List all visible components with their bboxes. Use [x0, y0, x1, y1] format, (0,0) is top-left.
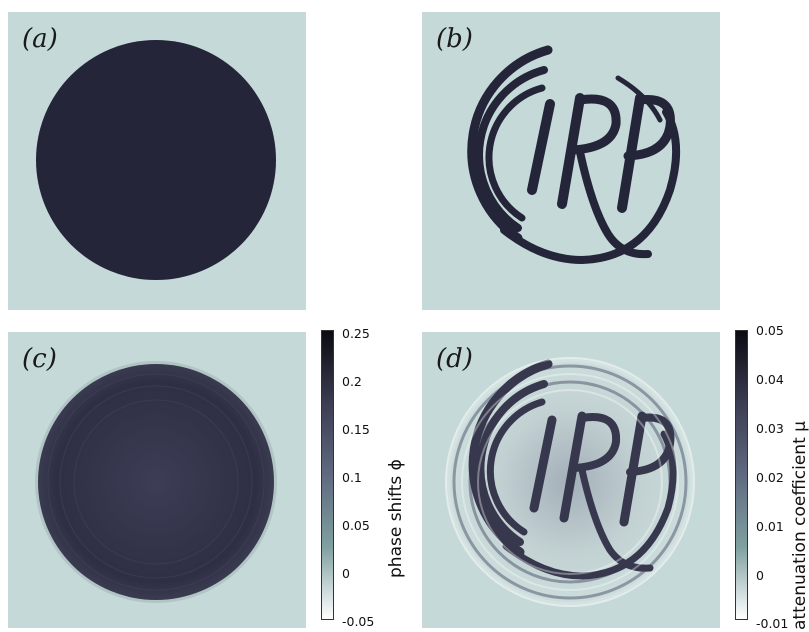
phase-colorbar	[321, 330, 334, 620]
attenuation-colorbar	[735, 330, 748, 620]
panel-c: (c)	[8, 332, 306, 628]
attenuation-colorbar-label: attenuation coefficient μ	[790, 421, 809, 630]
attenuation-reconstruction-image	[445, 357, 695, 607]
attenuation-tick-1: 0.04	[756, 372, 784, 387]
panel-b: (b)	[422, 12, 720, 310]
panel-a: (a)	[8, 12, 306, 310]
disk-phantom-image	[36, 40, 276, 280]
phase-tick-6: -0.05	[342, 614, 375, 629]
attenuation-tick-5: 0	[756, 568, 764, 583]
phase-colorbar-label: phase shifts ϕ	[386, 459, 406, 578]
attenuation-tick-3: 0.02	[756, 470, 784, 485]
panel-label-b: (b)	[436, 24, 473, 54]
phase-tick-3: 0.1	[342, 470, 362, 485]
phase-tick-0: 0.25	[342, 326, 370, 341]
attenuation-tick-6: -0.01	[756, 616, 789, 631]
phase-tick-4: 0.05	[342, 518, 370, 533]
panel-d: (d)	[422, 332, 720, 628]
phase-reconstruction-image	[35, 361, 277, 603]
attenuation-tick-2: 0.03	[756, 421, 784, 436]
panel-label-c: (c)	[22, 344, 57, 374]
phase-tick-1: 0.2	[342, 374, 362, 389]
phase-tick-5: 0	[342, 566, 350, 581]
attenuation-tick-0: 0.05	[756, 323, 784, 338]
panel-label-a: (a)	[22, 24, 58, 54]
phase-tick-2: 0.15	[342, 422, 370, 437]
panel-label-d: (d)	[436, 344, 473, 374]
irp-logo-phantom-image	[467, 45, 681, 265]
attenuation-tick-4: 0.01	[756, 519, 784, 534]
